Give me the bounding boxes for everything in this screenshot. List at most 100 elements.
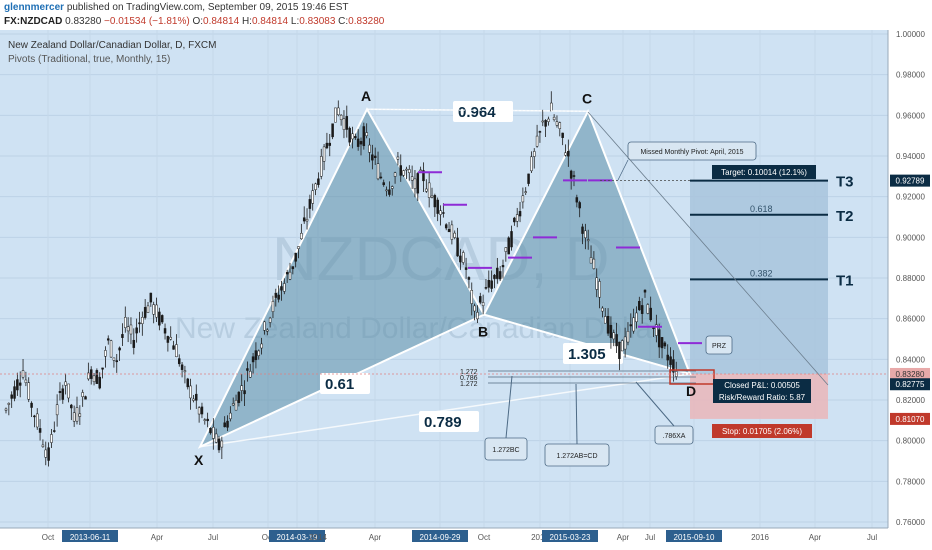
candle-body	[132, 339, 136, 348]
x-tick-label: Oct	[42, 533, 55, 542]
candle-body	[92, 375, 96, 383]
candle-body	[373, 155, 377, 159]
candle-body	[575, 197, 579, 203]
candle-body	[657, 329, 661, 348]
candle-body	[558, 122, 562, 129]
candle-body	[78, 413, 82, 417]
candle-body	[538, 131, 542, 133]
ratio-label-XD: 0.789	[424, 414, 462, 431]
price-chart[interactable]: NZDCAD, D New Zealand Dollar/Canadian Do…	[0, 30, 932, 550]
candle-body	[195, 393, 198, 401]
candle-body	[655, 324, 658, 336]
x-tick-label: Jul	[208, 533, 218, 542]
candle-body	[297, 246, 300, 249]
candle-body	[507, 237, 510, 255]
candle-body	[603, 316, 607, 324]
candle-body	[81, 392, 84, 397]
candle-body	[459, 255, 462, 263]
candle-body	[359, 141, 363, 145]
target-label-t2: T2	[836, 208, 854, 225]
candle-body	[371, 154, 374, 161]
candle-body	[615, 334, 618, 347]
candle-body	[64, 381, 67, 386]
candle-body	[260, 343, 263, 349]
pivot-lines	[418, 171, 702, 345]
candle-body	[649, 307, 652, 321]
ratio-box	[563, 343, 623, 364]
candle-body	[163, 328, 167, 334]
candle-body	[101, 367, 104, 370]
candle-body	[251, 356, 255, 363]
candle-body	[586, 239, 590, 241]
candle-body	[408, 169, 411, 173]
candle-body	[672, 359, 675, 373]
candle-body	[535, 135, 539, 147]
candle-body	[413, 178, 417, 189]
projection-guide	[587, 111, 829, 386]
price-axis[interactable]	[888, 30, 932, 550]
abcd-callout-text: 1.272AB=CD	[556, 453, 597, 460]
pivot-callout-text: Missed Monthly Pivot: April, 2015	[640, 149, 743, 156]
candle-body	[379, 176, 383, 179]
chart-title: New Zealand Dollar/Canadian Dollar, D, F…	[8, 40, 216, 51]
publisher-username[interactable]: glennmercer	[4, 2, 65, 13]
candle-body	[266, 329, 269, 332]
candle-body	[308, 199, 312, 209]
candle-body	[473, 305, 476, 312]
candle-body	[552, 116, 556, 120]
candle-body	[138, 322, 141, 325]
price-tag: 0.82775	[896, 380, 925, 389]
point-label-B: B	[478, 324, 488, 340]
candle-body	[226, 420, 229, 428]
candle-body	[143, 307, 147, 318]
y-tick-label: 0.84000	[896, 355, 925, 364]
indicator-label[interactable]: Pivots (Traditional, true, Monthly, 15)	[8, 54, 170, 65]
candle-body	[288, 271, 292, 280]
candle-body	[453, 232, 456, 238]
x-tick-highlight	[412, 530, 468, 542]
x-tick-label: Apr	[809, 533, 822, 542]
pattern-leg-XD	[199, 373, 691, 448]
candle-body	[433, 195, 437, 208]
candle-body	[427, 182, 431, 198]
candle-body	[10, 394, 13, 399]
price-tag-bg	[890, 412, 930, 425]
candle-body	[569, 170, 573, 179]
candle-body	[280, 286, 283, 291]
candle-body	[660, 337, 664, 349]
candle-body	[334, 107, 337, 123]
candle-body	[527, 173, 530, 184]
candle-body	[592, 258, 596, 269]
prz-callout-text: PRZ	[712, 343, 727, 350]
price-tag-bg	[890, 367, 930, 380]
open-label: O:	[192, 16, 204, 27]
y-tick-label: 0.88000	[896, 274, 925, 283]
x-tick-highlight	[666, 530, 722, 542]
candle-body	[302, 217, 306, 222]
candle-body	[70, 404, 73, 409]
candle-body	[319, 156, 323, 177]
point-label-C: C	[582, 90, 592, 106]
candle-body	[623, 336, 627, 350]
candle-body	[456, 237, 459, 257]
fib-level-label: 1.272	[460, 381, 478, 388]
candle-body	[18, 382, 22, 386]
low-label: L:	[290, 16, 300, 27]
xa-callout-text: .786XA	[663, 433, 686, 440]
candle-body	[146, 305, 150, 313]
symbol-label[interactable]: FX:NZDCAD	[4, 16, 63, 27]
candle-body	[237, 391, 241, 403]
candle-body	[175, 344, 178, 357]
candle-body	[58, 391, 62, 393]
candle-body	[629, 324, 633, 327]
candle-body	[635, 312, 638, 323]
x-tick-label: Apr	[369, 533, 382, 542]
candle-body	[621, 340, 624, 352]
candle-body	[342, 118, 346, 130]
candle-body	[501, 265, 505, 268]
fib-level-label: 0.786	[460, 375, 478, 382]
candle-body	[405, 168, 408, 171]
candle-body	[200, 406, 204, 415]
candle-body	[4, 408, 8, 411]
candle-body	[368, 144, 371, 153]
